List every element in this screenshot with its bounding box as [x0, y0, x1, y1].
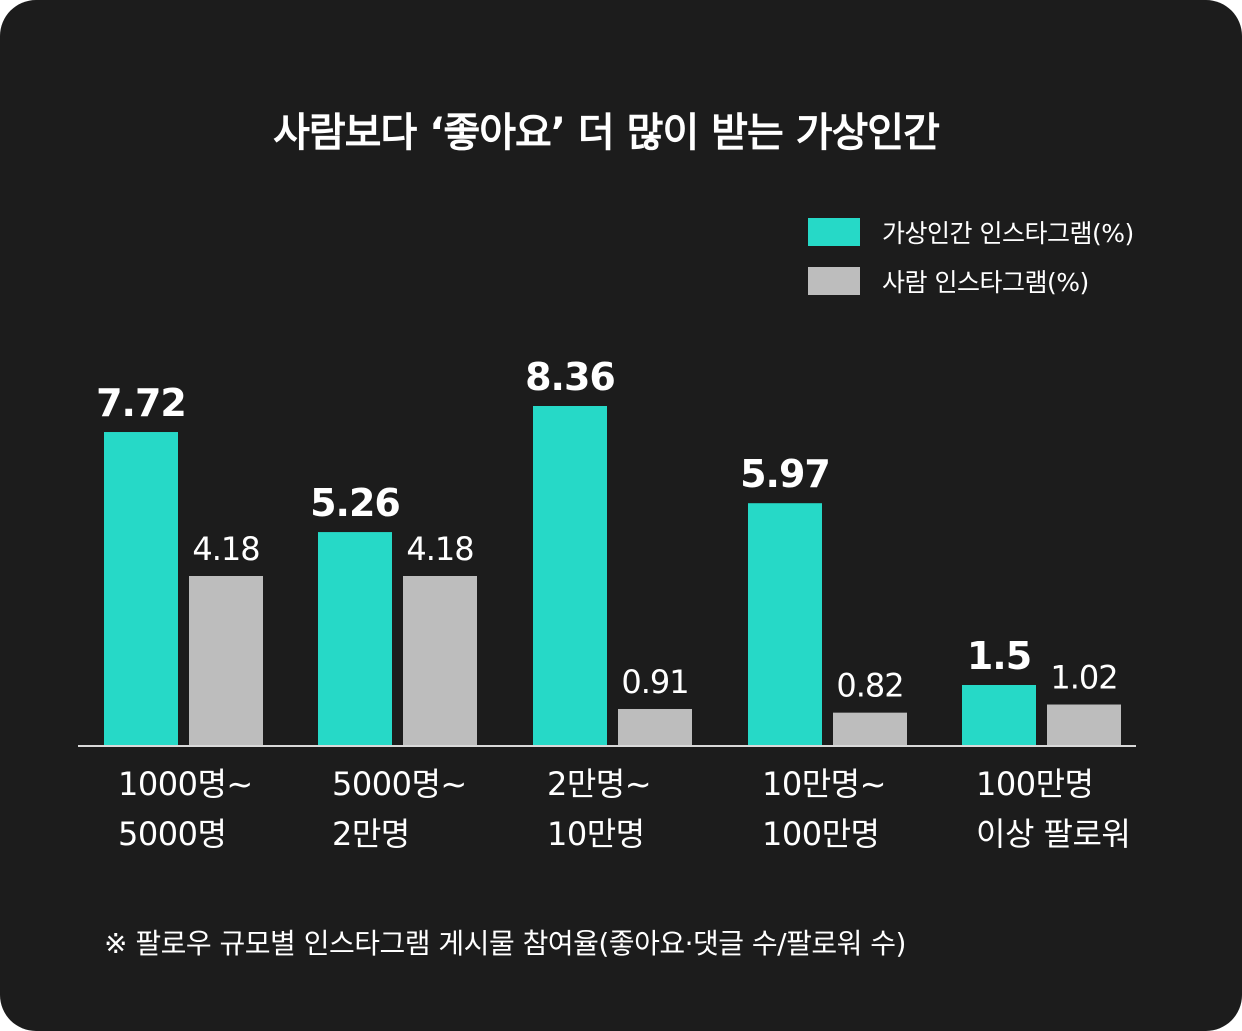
bar-human-4 [1047, 704, 1121, 746]
value-label-virtual-1: 5.26 [310, 481, 400, 525]
value-label-human-0: 4.18 [192, 530, 259, 568]
legend-item-human: 사람 인스타그램(%) [808, 263, 1089, 299]
value-label-virtual-2: 8.36 [525, 355, 615, 399]
bar-virtual-1 [318, 532, 392, 746]
category-label-3-line-1: 100만명 [762, 815, 879, 853]
category-label-3-line-0: 10만명~ [762, 765, 886, 803]
category-label-0-line-1: 5000명 [118, 815, 226, 853]
category-label-4-line-0: 100만명 [976, 765, 1093, 803]
bar-virtual-3 [748, 503, 822, 746]
value-label-human-1: 4.18 [406, 530, 473, 568]
bar-virtual-0 [104, 432, 178, 746]
bar-human-1 [403, 575, 477, 746]
value-label-virtual-3: 5.97 [740, 452, 830, 496]
category-label-4-line-1: 이상 팔로워 [976, 815, 1130, 853]
bar-virtual-2 [533, 405, 607, 746]
value-label-human-4: 1.02 [1050, 659, 1117, 697]
value-label-virtual-0: 7.72 [96, 381, 186, 425]
value-label-human-2: 0.91 [621, 663, 688, 701]
bar-human-2 [618, 708, 692, 746]
footnote: ※ 팔로우 규모별 인스타그램 게시물 참여율(좋아요·댓글 수/팔로워 수) [104, 927, 906, 960]
value-label-human-3: 0.82 [836, 667, 903, 705]
category-label-1-line-0: 5000명~ [332, 765, 467, 803]
category-label-2-line-0: 2만명~ [547, 765, 651, 803]
category-label-2-line-1: 10만명 [547, 815, 645, 853]
legend-label-human: 사람 인스타그램(%) [882, 268, 1089, 297]
value-label-virtual-4: 1.5 [967, 634, 1031, 678]
chart-title: 사람보다 ‘좋아요’ 더 많이 받는 가상인간 [273, 110, 940, 156]
legend-swatch-human [808, 267, 860, 295]
bar-virtual-4 [962, 684, 1036, 746]
legend-swatch-virtual [808, 218, 860, 246]
category-label-0-line-0: 1000명~ [118, 765, 253, 803]
legend-label-virtual: 가상인간 인스타그램(%) [882, 219, 1134, 248]
legend-item-virtual: 가상인간 인스타그램(%) [808, 214, 1134, 250]
category-label-1-line-1: 2만명 [332, 815, 410, 853]
bar-human-3 [833, 712, 907, 746]
bar-human-0 [189, 575, 263, 746]
